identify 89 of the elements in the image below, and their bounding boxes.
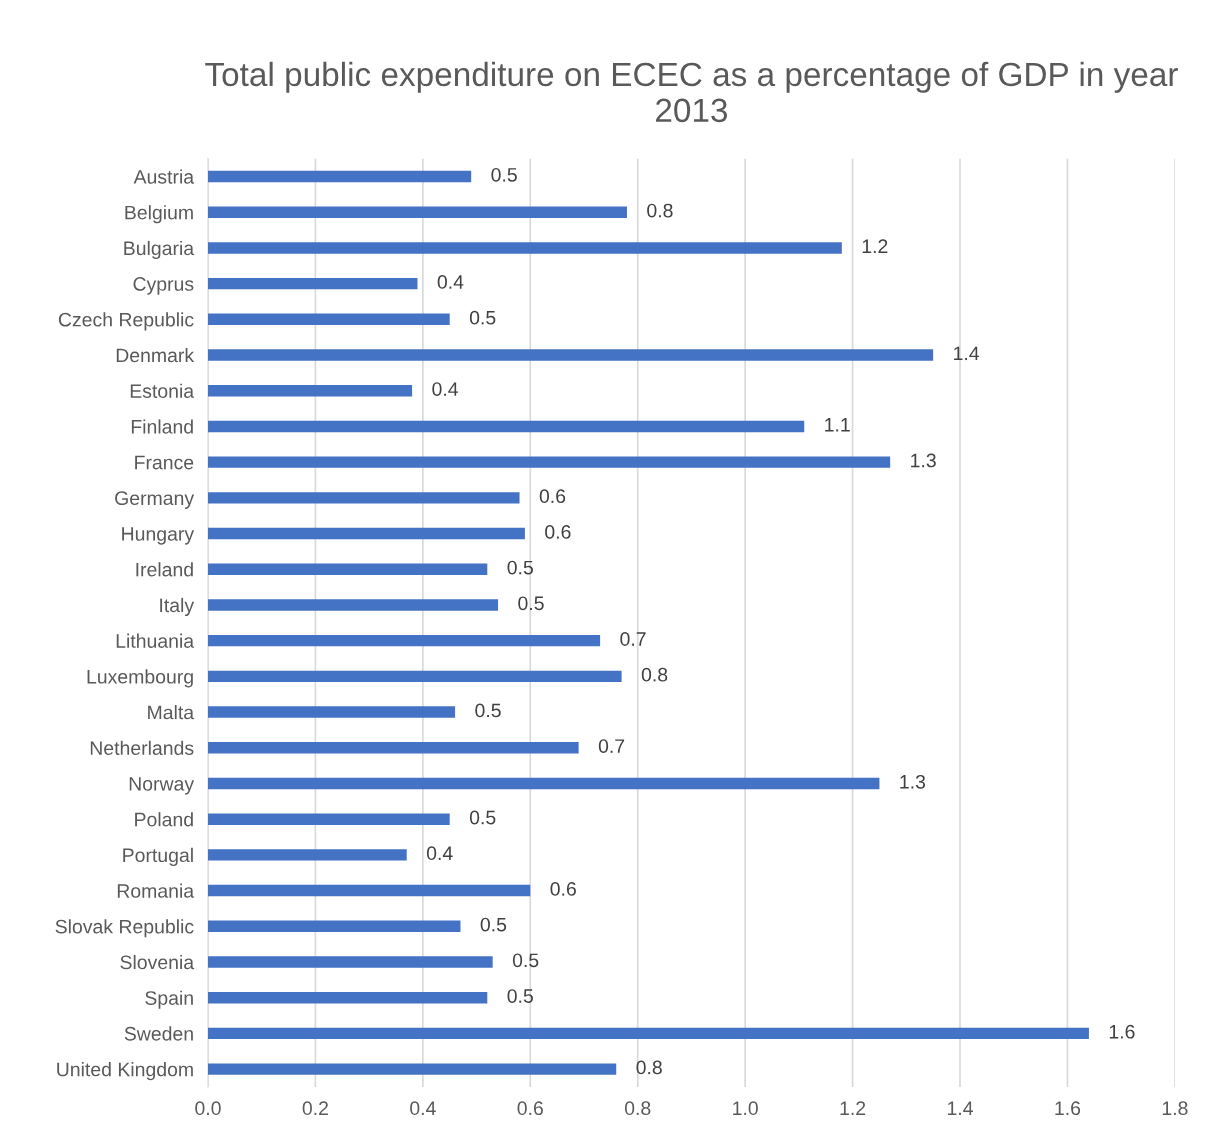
data-label: 0.5: [475, 703, 501, 718]
bar: [207, 349, 934, 361]
y-tick-label: Sweden: [124, 1026, 193, 1041]
x-tick-label: 1.8: [1162, 1101, 1188, 1116]
data-label: 0.8: [636, 1060, 662, 1075]
bar: [207, 420, 805, 433]
bar: [207, 884, 531, 897]
bar: [207, 563, 488, 575]
data-label: 0.7: [620, 632, 646, 646]
bar: [207, 670, 622, 683]
y-tick-label: Italy: [160, 597, 195, 617]
x-tick-label: 1.4: [947, 1101, 973, 1115]
y-tick-label: Ireland: [136, 562, 193, 577]
x-tick-label: 1.0: [733, 1101, 758, 1116]
y-tick-label: Cyprus: [133, 277, 194, 295]
data-label: 0.5: [507, 560, 533, 575]
bar: [207, 385, 413, 397]
data-label: 1.3: [900, 774, 926, 789]
y-tick-label: Lithuania: [116, 633, 195, 648]
x-tick-label: 0.4: [410, 1101, 436, 1116]
bar: [207, 991, 488, 1004]
y-tick-label: Romania: [117, 883, 195, 898]
y-tick-label: Portugal: [123, 847, 193, 866]
data-label: 0.5: [469, 810, 496, 825]
bar: [207, 206, 627, 218]
chart-title: Total public expenditure on ECEC as a percentage of GDP in year 2013: [205, 61, 1178, 123]
x-tick-label: 0.2: [302, 1101, 328, 1116]
data-label: 1.2: [862, 239, 888, 253]
bar: [207, 527, 525, 540]
x-tick-label: 1.6: [1055, 1101, 1081, 1116]
y-tick-label: France: [135, 455, 194, 470]
y-tick-label: Norway: [129, 777, 195, 795]
data-label: 0.6: [545, 525, 571, 539]
bar: [207, 813, 450, 825]
y-tick-label: Estonia: [130, 383, 195, 398]
y-tick-label: Slovenia: [120, 954, 195, 970]
data-label: 0.5: [469, 310, 496, 325]
y-tick-label: Poland: [135, 812, 193, 827]
x-tick-label: 0.8: [624, 1101, 651, 1116]
bar: [207, 742, 579, 754]
data-label: 0.6: [539, 489, 566, 504]
y-tick-label: Hungary: [122, 527, 195, 545]
y-tick-label: United Kingdom: [57, 1062, 193, 1081]
data-label: 0.4: [437, 275, 464, 289]
y-tick-label: Bulgaria: [124, 240, 195, 259]
data-label: 1.6: [1109, 1024, 1135, 1039]
data-label: 0.5: [491, 167, 517, 182]
bar: [207, 920, 461, 932]
bar: [207, 313, 450, 326]
bar: [207, 634, 601, 647]
data-label: 0.8: [641, 667, 668, 682]
data-label: 0.6: [550, 882, 576, 896]
bar: [207, 777, 880, 790]
data-label: 0.5: [480, 917, 507, 932]
y-tick-label: Finland: [131, 419, 193, 434]
data-label: 1.1: [825, 418, 850, 432]
bar: [207, 492, 520, 504]
data-label: 1.4: [954, 346, 980, 361]
y-tick-label: Luxembourg: [87, 669, 193, 688]
data-label: 0.5: [507, 989, 533, 1003]
bar: [207, 599, 499, 611]
y-tick-label: Denmark: [116, 347, 195, 363]
x-tick-label: 0.6: [517, 1101, 543, 1116]
bar: [207, 456, 891, 468]
data-label: 0.5: [518, 596, 544, 611]
data-label: 1.3: [911, 453, 936, 468]
x-tick-label: 1.2: [840, 1101, 866, 1115]
y-tick-label: Malta: [148, 705, 195, 720]
bar: [207, 170, 472, 183]
data-label: 0.4: [426, 846, 453, 861]
y-tick-label: Slovak Republic: [55, 919, 194, 938]
bar: [207, 277, 418, 290]
bar: [207, 956, 493, 968]
data-label: 0.4: [432, 382, 459, 396]
bar: [207, 706, 456, 718]
y-tick-label: Germany: [115, 491, 195, 509]
y-tick-label: Czech Republic: [58, 312, 194, 331]
y-tick-label: Austria: [133, 169, 195, 184]
y-tick-label: Spain: [145, 990, 193, 1009]
bar: [207, 242, 842, 254]
data-label: 0.7: [598, 739, 625, 753]
x-tick-label: 0.0: [195, 1101, 221, 1116]
data-label: 0.8: [647, 203, 673, 218]
data-label: 0.5: [512, 953, 539, 968]
y-tick-label: Belgium: [125, 205, 193, 224]
y-tick-label: Netherlands: [90, 740, 194, 755]
bar: [207, 1027, 1089, 1040]
bar: [207, 1063, 617, 1075]
bar: [207, 849, 407, 861]
